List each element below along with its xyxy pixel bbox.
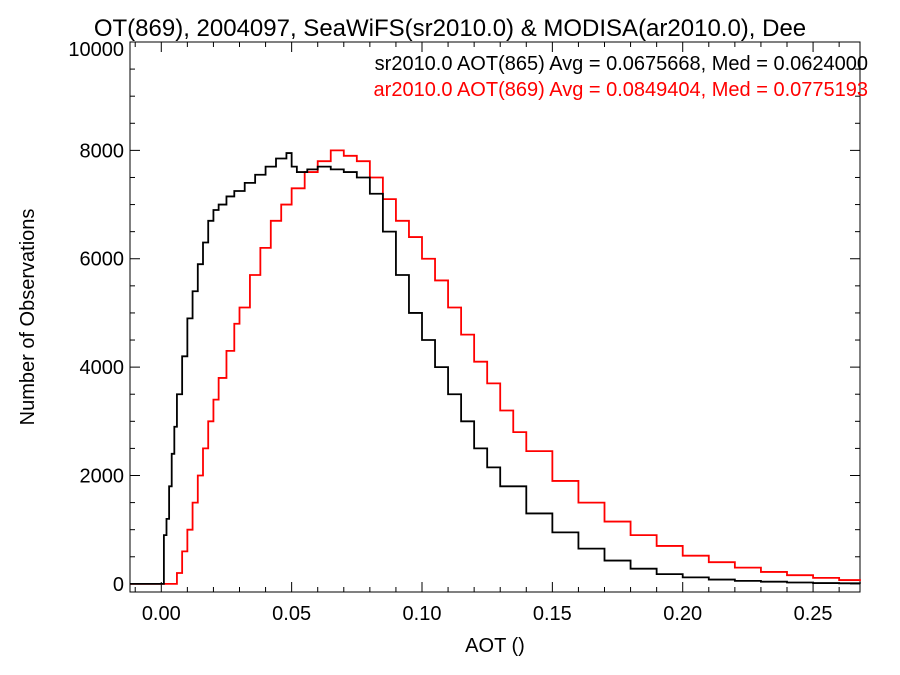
y-tick-label: 2000 bbox=[80, 465, 125, 487]
y-tick-label: 6000 bbox=[80, 249, 125, 271]
y-tick-label: 10000 bbox=[68, 39, 124, 61]
series-layer bbox=[130, 149, 861, 585]
legend: sr2010.0 AOT(865) Avg = 0.0675668, Med =… bbox=[374, 53, 868, 101]
plot-frame bbox=[129, 41, 861, 593]
y-tick-label: 4000 bbox=[80, 357, 125, 379]
x-tick-label: 0.15 bbox=[533, 603, 572, 625]
x-tick-label: 0.25 bbox=[794, 603, 833, 625]
chart-title: OT(869), 2004097, SeaWiFS(sr2010.0) & MO… bbox=[94, 15, 806, 42]
x-tick-label: 0.10 bbox=[403, 603, 442, 625]
series-line-0 bbox=[130, 152, 861, 585]
x-tick-label: 0.20 bbox=[663, 603, 702, 625]
x-tick-label: 0.05 bbox=[272, 603, 311, 625]
y-axis-label: Number of Observations bbox=[17, 209, 39, 426]
legend-entry-0: sr2010.0 AOT(865) Avg = 0.0675668, Med =… bbox=[375, 53, 868, 75]
legend-entry-1: ar2010.0 AOT(869) Avg = 0.0849404, Med =… bbox=[374, 79, 868, 101]
y-tick-label: 0 bbox=[113, 574, 124, 596]
x-tick-label: 0.00 bbox=[142, 603, 181, 625]
x-axis-ticks: 0.00 0.05 0.10 0.15 0.20 0.25 bbox=[134, 42, 840, 625]
y-axis-ticks: 0 2000 4000 6000 8000 10000 bbox=[68, 39, 860, 596]
x-axis-label: AOT () bbox=[465, 635, 525, 657]
series-line-1 bbox=[130, 149, 861, 585]
y-tick-label: 8000 bbox=[80, 140, 125, 162]
